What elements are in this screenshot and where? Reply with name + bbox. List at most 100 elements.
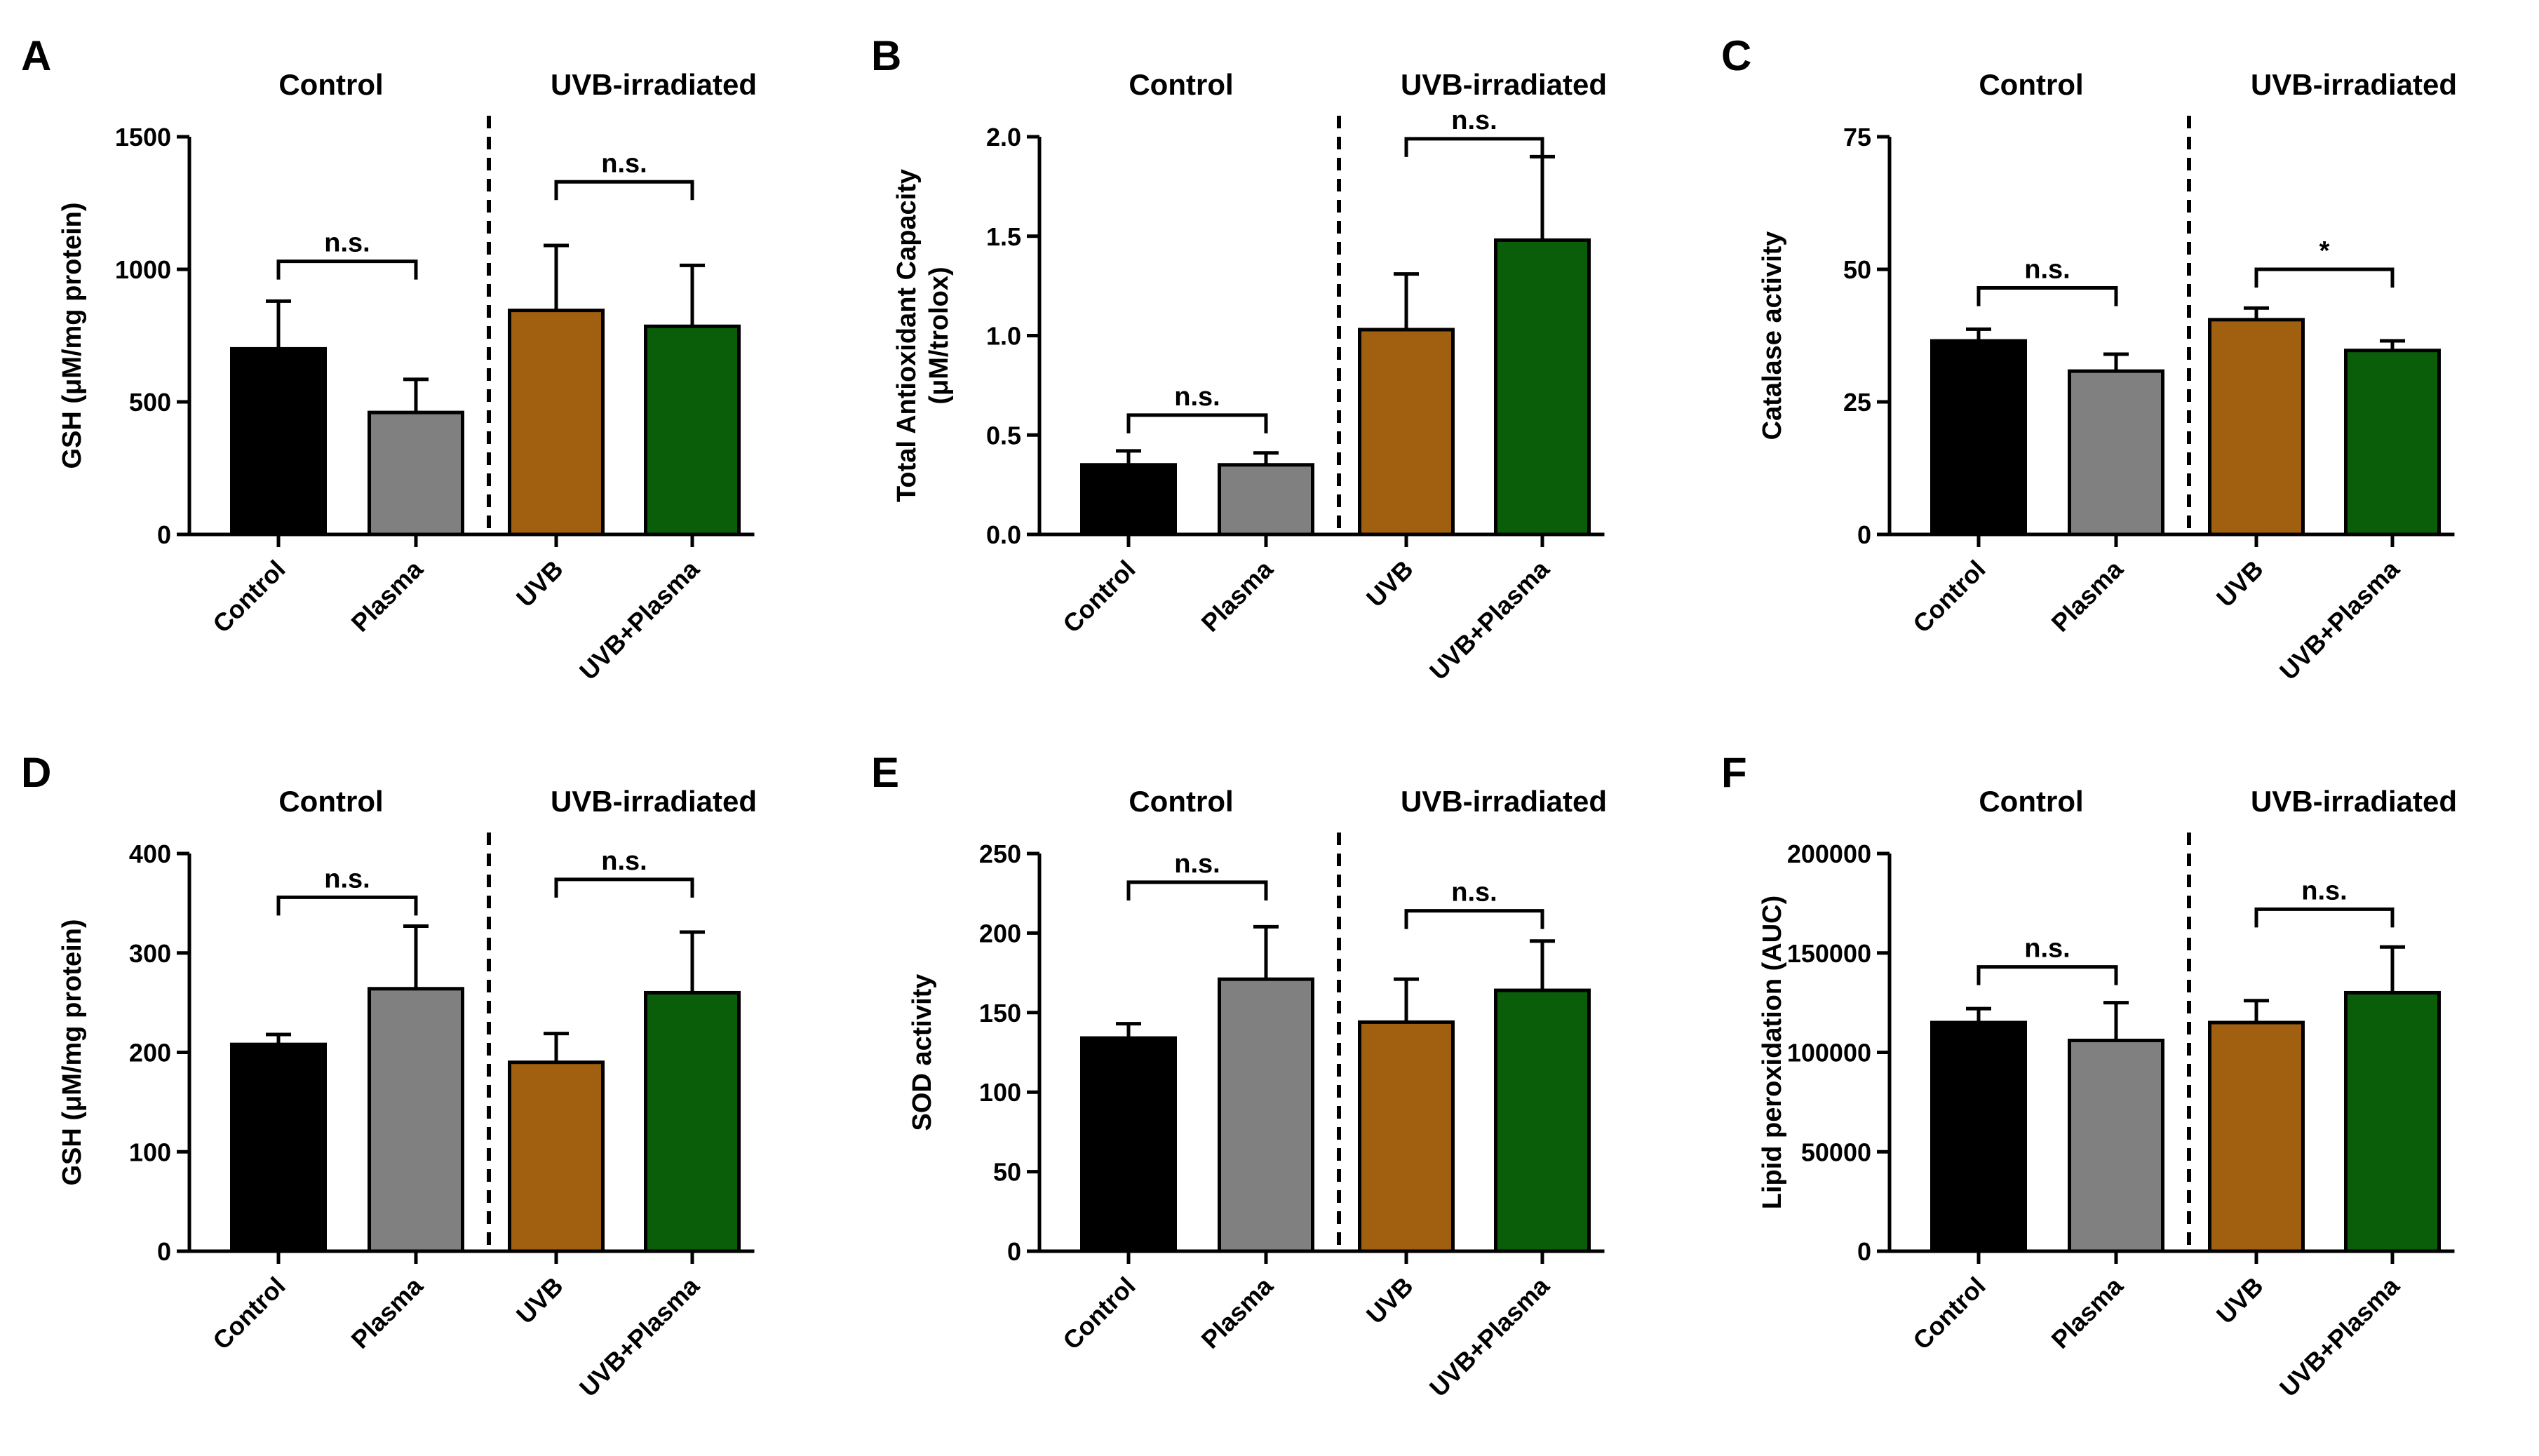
- group-label: UVB-irradiated: [551, 68, 757, 101]
- x-category-label: UVB: [1361, 1272, 1419, 1330]
- y-axis-title: Lipid peroxidation (AUC): [1758, 896, 1787, 1210]
- x-category-label: Control: [1057, 555, 1140, 638]
- y-tick-label: 0: [157, 1237, 171, 1266]
- group-label: Control: [278, 785, 383, 818]
- bar-uvb: [508, 309, 605, 537]
- y-tick-label: 25: [1843, 388, 1871, 417]
- group-label: Control: [278, 68, 383, 101]
- y-tick-label: 500: [129, 388, 171, 417]
- panel-letter: F: [1721, 749, 1747, 796]
- y-axis-title: Catalase activity: [1758, 231, 1787, 440]
- significance-label: n.s.: [324, 229, 370, 258]
- panel-letter: C: [1721, 32, 1751, 79]
- bar-uvb: [1358, 328, 1455, 537]
- y-tick-label: 200: [129, 1039, 171, 1067]
- x-category-label: UVB+Plasma: [574, 554, 705, 685]
- group-label: Control: [1129, 785, 1233, 818]
- panel-letter: B: [871, 32, 901, 79]
- panel-f: F Control UVB-irradiated 0 50000 100000 150000…: [1721, 749, 2457, 1402]
- bar-control: [1080, 1036, 1177, 1253]
- significance-label: n.s.: [601, 847, 647, 876]
- bar-uvb-plus-plasma: [2344, 349, 2441, 537]
- bar-plasma: [368, 987, 464, 1253]
- y-tick-label: 100: [979, 1078, 1021, 1107]
- significance-bracket: [554, 877, 694, 898]
- x-category-label: Plasma: [2046, 1271, 2129, 1354]
- y-tick-label: 1500: [115, 123, 171, 151]
- bar-control: [1930, 339, 2027, 537]
- y-tick-label: 100: [129, 1138, 171, 1166]
- significance-label: n.s.: [1174, 849, 1220, 879]
- x-category-label: Control: [1907, 555, 1991, 638]
- bar-control: [1080, 463, 1177, 537]
- bar-uvb-plus-plasma: [2344, 990, 2441, 1253]
- significance-bracket: [276, 259, 418, 280]
- significance-label: n.s.: [2301, 876, 2347, 905]
- significance-bracket: [1126, 880, 1268, 901]
- significance-bracket: [1976, 965, 2118, 985]
- y-axis-title: GSH (μM/mg protein): [58, 919, 87, 1186]
- group-label: UVB-irradiated: [2251, 785, 2457, 818]
- y-tick-label: 75: [1843, 123, 1871, 151]
- significance-bracket: [276, 895, 418, 916]
- significance-bracket: [1126, 413, 1268, 433]
- y-tick-label: 200: [979, 919, 1021, 948]
- x-category-label: UVB+Plasma: [2274, 1271, 2405, 1402]
- group-label: Control: [1979, 785, 2083, 818]
- y-tick-label: 300: [129, 939, 171, 968]
- significance-bracket: [2254, 907, 2395, 928]
- bar-plasma: [368, 410, 464, 537]
- bar-control: [230, 1042, 327, 1253]
- y-tick-label: 50: [1843, 255, 1871, 284]
- x-category-label: Control: [1057, 1272, 1140, 1355]
- y-tick-label: 50000: [1801, 1138, 1871, 1166]
- panel-letter: D: [21, 749, 51, 796]
- bar-plasma: [1218, 977, 1314, 1253]
- x-category-label: UVB+Plasma: [1424, 554, 1555, 685]
- group-label: UVB-irradiated: [551, 785, 757, 818]
- bar-uvb: [2208, 318, 2305, 537]
- panel-c: C Control UVB-irradiated 0 25 50 75 Catalase ac…: [1721, 32, 2457, 685]
- panel-a: A Control UVB-irradiated 0 500 1000 1500 GSH (μ…: [21, 32, 757, 685]
- bar-control: [230, 346, 327, 537]
- group-label: UVB-irradiated: [1401, 68, 1607, 101]
- x-category-label: UVB: [511, 555, 569, 613]
- significance-label: n.s.: [1451, 106, 1497, 135]
- y-axis-title: SOD activity: [908, 974, 937, 1131]
- panel-d: D Control UVB-irradiated 0 100 200 300 400 GSH (…: [21, 749, 757, 1402]
- y-tick-label: 0: [1857, 1237, 1871, 1266]
- x-category-label: Control: [1907, 1272, 1991, 1355]
- y-tick-label: 100000: [1787, 1039, 1871, 1067]
- panel-b: B Control UVB-irradiated 0.0 0.5 1.0 1.5 2.0 Tot…: [871, 32, 1607, 685]
- panel-e: E Control UVB-irradiated 0 50 100 150 200 250 SOD…: [871, 749, 1607, 1402]
- y-tick-label: 1.0: [986, 322, 1021, 351]
- significance-label: n.s.: [2024, 934, 2070, 964]
- bar-uvb-plus-plasma: [644, 990, 741, 1253]
- bar-uvb: [508, 1060, 605, 1253]
- y-tick-label: 150: [979, 999, 1021, 1027]
- x-category-label: UVB+Plasma: [2274, 554, 2405, 685]
- significance-bracket: [2254, 267, 2395, 288]
- group-label: Control: [1129, 68, 1233, 101]
- significance-label: n.s.: [1174, 382, 1220, 412]
- group-label: Control: [1979, 68, 2083, 101]
- y-tick-label: 250: [979, 840, 1021, 868]
- x-category-label: Plasma: [2046, 554, 2129, 638]
- x-category-label: Control: [207, 1272, 290, 1355]
- panel-letter: E: [871, 749, 899, 796]
- bar-uvb-plus-plasma: [1494, 238, 1591, 537]
- y-tick-label: 1000: [115, 255, 171, 284]
- y-tick-label: 0.5: [986, 421, 1021, 450]
- bar-control: [1930, 1020, 2027, 1253]
- bar-plasma: [2068, 1038, 2164, 1253]
- x-category-label: UVB: [2211, 1272, 2269, 1330]
- significance-label: n.s.: [1451, 878, 1497, 908]
- bar-uvb: [2208, 1020, 2305, 1253]
- x-category-label: UVB: [2211, 555, 2269, 613]
- group-label: UVB-irradiated: [2251, 68, 2457, 101]
- y-tick-label: 50: [993, 1158, 1021, 1187]
- y-tick-label: 150000: [1787, 939, 1871, 968]
- y-axis-title: GSH (μM/mg protein): [58, 203, 87, 469]
- bar-uvb-plus-plasma: [1494, 988, 1591, 1253]
